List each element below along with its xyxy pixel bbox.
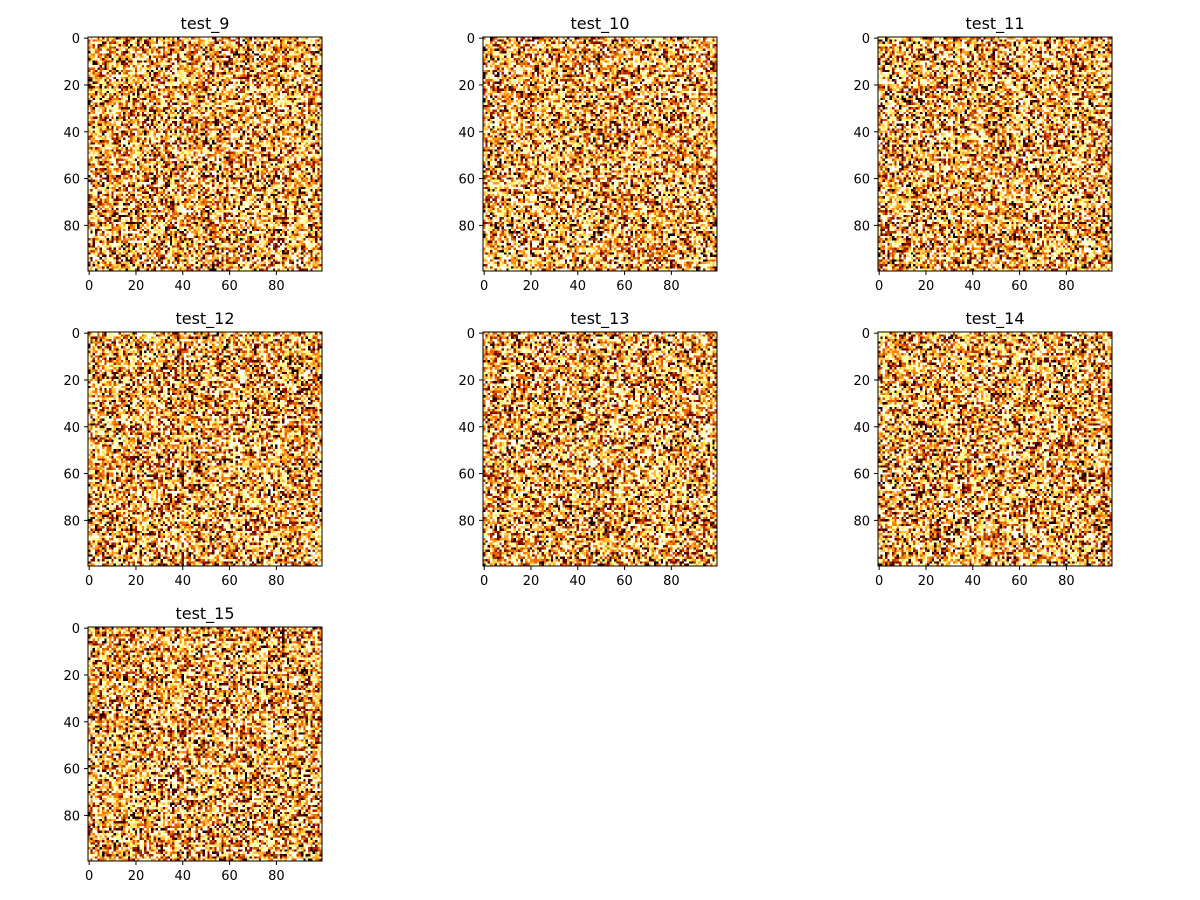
x-tick-label: 20 [128, 574, 145, 589]
panel-title: test_13 [570, 309, 629, 329]
x-tick-label: 80 [1058, 279, 1075, 294]
heatmap-image [878, 37, 1112, 271]
x-tick-label: 20 [523, 279, 540, 294]
heatmap-panel-3: test_11 0 20 40 60 80 0 20 40 60 80 [853, 14, 1113, 294]
x-tick-label: 80 [268, 869, 285, 884]
heatmap-image [878, 332, 1112, 566]
y-tick-label: 0 [467, 327, 475, 342]
x-tick-label: 80 [663, 279, 680, 294]
axes-frame [482, 36, 718, 272]
y-tick-label: 0 [72, 32, 80, 47]
x-tick-label: 0 [480, 574, 488, 589]
x-tick-label: 0 [85, 869, 93, 884]
y-tick-label: 20 [63, 669, 80, 684]
y-tick-label: 40 [63, 716, 80, 731]
x-tick-label: 0 [875, 574, 883, 589]
y-tick-label: 60 [63, 173, 80, 188]
y-tick-label: 0 [467, 32, 475, 47]
x-tick-label: 20 [523, 574, 540, 589]
x-tick-label: 60 [1011, 574, 1028, 589]
y-tick-label: 20 [853, 374, 870, 389]
x-tick-label: 60 [221, 279, 238, 294]
x-tick-label: 40 [964, 279, 981, 294]
panel-title: test_15 [175, 604, 234, 624]
x-tick-label: 60 [1011, 279, 1028, 294]
y-tick-label: 20 [458, 79, 475, 94]
x-tick-label: 40 [174, 574, 191, 589]
y-tick-label: 80 [63, 809, 80, 824]
panel-title: test_9 [181, 14, 230, 34]
x-tick-label: 60 [221, 869, 238, 884]
y-tick-label: 80 [853, 514, 870, 529]
axes-frame [482, 331, 718, 567]
y-tick-label: 20 [63, 374, 80, 389]
x-tick-label: 40 [174, 279, 191, 294]
x-tick-label: 80 [268, 279, 285, 294]
heatmap-panel-2: test_10 0 20 40 60 80 0 20 40 60 80 [458, 14, 718, 294]
y-tick-label: 0 [862, 327, 870, 342]
heatmap-image [88, 37, 322, 271]
axes-frame [877, 36, 1113, 272]
x-tick-label: 40 [569, 279, 586, 294]
x-tick-label: 80 [663, 574, 680, 589]
x-tick-label: 80 [268, 574, 285, 589]
y-tick-label: 60 [853, 173, 870, 188]
axes-frame [87, 36, 323, 272]
y-tick-label: 0 [72, 327, 80, 342]
y-tick-label: 0 [862, 32, 870, 47]
axes-frame [877, 331, 1113, 567]
heatmap-image [483, 332, 717, 566]
y-tick-label: 40 [853, 421, 870, 436]
x-tick-label: 0 [480, 279, 488, 294]
y-tick-label: 40 [63, 126, 80, 141]
y-tick-label: 60 [458, 173, 475, 188]
heatmap-panel-4: test_12 0 20 40 60 80 0 20 40 60 80 [63, 309, 323, 589]
x-tick-label: 20 [128, 869, 145, 884]
axes-frame [87, 331, 323, 567]
panel-title: test_10 [570, 14, 629, 34]
y-tick-label: 20 [853, 79, 870, 94]
panel-title: test_12 [175, 309, 234, 329]
x-tick-label: 0 [85, 279, 93, 294]
y-tick-label: 80 [458, 219, 475, 234]
heatmap-image [483, 37, 717, 271]
y-tick-label: 80 [853, 219, 870, 234]
heatmap-panel-1: test_9 0 20 40 60 80 0 20 40 60 80 [63, 14, 323, 294]
heatmap-panel-5: test_13 0 20 40 60 80 0 20 40 60 80 [458, 309, 718, 589]
y-tick-label: 80 [63, 514, 80, 529]
y-tick-label: 40 [853, 126, 870, 141]
y-tick-label: 40 [458, 126, 475, 141]
x-tick-label: 0 [85, 574, 93, 589]
y-tick-label: 20 [63, 79, 80, 94]
heatmap-image [88, 332, 322, 566]
x-tick-label: 40 [964, 574, 981, 589]
y-tick-label: 40 [458, 421, 475, 436]
x-tick-label: 60 [616, 279, 633, 294]
heatmap-panel-6: test_14 0 20 40 60 80 0 20 40 60 80 [853, 309, 1113, 589]
x-tick-label: 80 [1058, 574, 1075, 589]
y-tick-label: 60 [63, 468, 80, 483]
y-tick-label: 60 [853, 468, 870, 483]
y-tick-label: 40 [63, 421, 80, 436]
y-tick-label: 60 [458, 468, 475, 483]
x-tick-label: 40 [569, 574, 586, 589]
x-tick-label: 20 [918, 574, 935, 589]
x-tick-label: 20 [128, 279, 145, 294]
heatmap-panel-7: test_15 0 20 40 60 80 0 20 40 60 80 [63, 604, 323, 884]
y-tick-label: 0 [72, 622, 80, 637]
y-tick-label: 80 [458, 514, 475, 529]
y-tick-label: 20 [458, 374, 475, 389]
x-tick-label: 20 [918, 279, 935, 294]
heatmap-image [88, 627, 322, 861]
x-tick-label: 60 [616, 574, 633, 589]
x-tick-label: 60 [221, 574, 238, 589]
x-tick-label: 0 [875, 279, 883, 294]
y-tick-label: 60 [63, 763, 80, 778]
panel-title: test_14 [965, 309, 1024, 329]
axes-frame [87, 626, 323, 862]
panel-title: test_11 [965, 14, 1024, 34]
y-tick-label: 80 [63, 219, 80, 234]
x-tick-label: 40 [174, 869, 191, 884]
